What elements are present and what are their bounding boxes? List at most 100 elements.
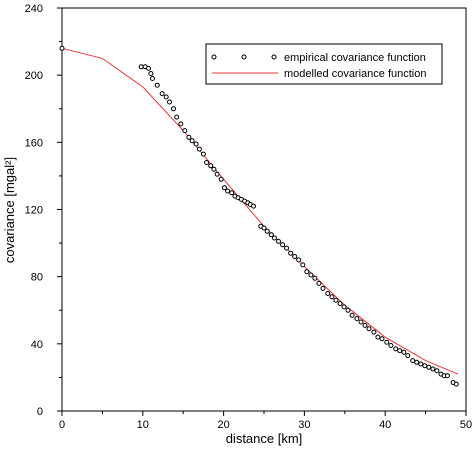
empirical-point <box>171 106 176 112</box>
empirical-point <box>196 146 202 152</box>
empirical-point <box>358 319 364 325</box>
empirical-point <box>138 64 144 70</box>
empirical-point <box>218 176 224 182</box>
empirical-point <box>280 242 286 248</box>
legend-label-empirical: empirical covariance function <box>284 52 426 64</box>
y-tick-label: 120 <box>25 205 43 217</box>
empirical-point <box>193 141 199 147</box>
plot-area: 0 10 20 30 40 50 0 40 80 120 160 200 240 <box>25 3 472 431</box>
empirical-point <box>366 326 372 332</box>
empirical-point <box>204 160 210 165</box>
empirical-point <box>214 171 220 177</box>
empirical-point <box>154 82 160 88</box>
empirical-point <box>418 361 424 367</box>
empirical-point <box>146 65 151 71</box>
empirical-point <box>401 349 407 355</box>
empirical-point <box>251 203 256 209</box>
y-axis-title: covariance [mgal²] <box>2 157 17 263</box>
empirical-point <box>325 291 331 296</box>
x-tick-label: 10 <box>137 419 149 431</box>
y-tick-label: 160 <box>25 137 43 149</box>
empirical-point <box>333 297 339 303</box>
empirical-point <box>264 228 270 234</box>
empirical-point <box>208 163 214 169</box>
empirical-point <box>312 275 318 281</box>
y-tick-label: 40 <box>31 339 43 351</box>
empirical-point <box>304 269 310 275</box>
empirical-point <box>288 250 294 256</box>
empirical-point <box>182 128 188 134</box>
empirical-point <box>292 254 298 259</box>
empirical-point <box>163 94 169 100</box>
empirical-point <box>388 343 394 348</box>
empirical-point <box>300 262 306 268</box>
empirical-point <box>308 272 314 278</box>
empirical-point <box>178 121 184 127</box>
empirical-point <box>186 134 192 140</box>
empirical-point <box>397 348 403 354</box>
modelled-covariance-line <box>61 47 459 375</box>
empirical-point <box>200 151 206 157</box>
empirical-point <box>422 363 428 369</box>
modelled-covariance-line-group <box>61 47 459 375</box>
x-tick-label: 20 <box>217 419 229 431</box>
empirical-point <box>189 138 195 144</box>
empirical-point <box>414 359 420 365</box>
y-tick-label: 200 <box>25 70 43 82</box>
empirical-point <box>362 322 368 328</box>
x-axis-title: distance [km] <box>226 431 303 446</box>
empirical-point <box>316 280 322 286</box>
empirical-point <box>341 304 347 310</box>
empirical-point <box>434 368 440 374</box>
empirical-point <box>379 336 385 342</box>
empirical-point <box>337 301 343 306</box>
legend-empirical-circle-1 <box>211 54 217 60</box>
empirical-point <box>272 235 277 241</box>
empirical-point <box>174 114 180 120</box>
empirical-point <box>410 358 416 364</box>
legend-box <box>205 43 443 85</box>
x-axis-ticks: 0 10 20 30 40 50 <box>59 411 472 431</box>
empirical-point <box>354 316 360 322</box>
y-axis-ticks: 0 40 80 120 160 200 240 <box>25 3 62 418</box>
x-tick-label: 30 <box>298 419 310 431</box>
empirical-point <box>167 99 172 105</box>
legend-marker-empirical <box>211 54 277 60</box>
empirical-point <box>329 294 335 300</box>
empirical-point <box>211 166 217 172</box>
legend-label-modelled: modelled covariance function <box>284 68 426 80</box>
empirical-point <box>296 257 302 263</box>
x-tick-label: 40 <box>379 419 391 431</box>
y-tick-label: 240 <box>25 3 43 15</box>
empirical-point <box>268 232 274 238</box>
empirical-point <box>375 334 381 340</box>
empirical-point <box>159 91 165 97</box>
legend-empirical-circle-3 <box>271 54 277 60</box>
legend: empirical covariance function modelled c… <box>205 43 443 85</box>
empirical-point <box>371 329 377 335</box>
empirical-point <box>444 373 450 379</box>
empirical-point <box>426 364 432 370</box>
x-tick-label: 50 <box>460 419 472 431</box>
empirical-point <box>405 353 411 359</box>
empirical-covariance-points <box>59 45 459 387</box>
empirical-point <box>276 238 281 244</box>
empirical-point <box>284 245 290 251</box>
empirical-point <box>148 71 154 76</box>
empirical-point <box>221 185 227 191</box>
empirical-point <box>349 312 355 318</box>
y-tick-label: 80 <box>31 272 43 284</box>
y-tick-label: 0 <box>37 406 43 418</box>
empirical-point <box>261 225 267 231</box>
x-tick-label: 0 <box>59 419 65 431</box>
empirical-point <box>453 381 459 387</box>
empirical-point <box>229 190 235 196</box>
empirical-point <box>150 76 155 81</box>
empirical-point <box>393 346 399 352</box>
empirical-point <box>345 307 351 313</box>
empirical-point <box>59 45 65 51</box>
empirical-point <box>384 339 390 345</box>
empirical-point <box>320 285 326 291</box>
empirical-point <box>225 188 231 194</box>
